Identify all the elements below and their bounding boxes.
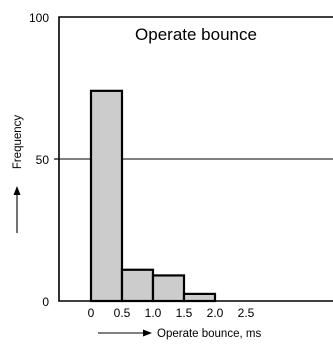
x-tick-label-0: 0 <box>88 306 95 320</box>
histogram-bar-2 <box>151 274 186 303</box>
histogram-bar-1 <box>120 268 155 303</box>
x-tick-label-0.5: 0.5 <box>114 306 131 320</box>
y-axis-label: Frequency <box>12 115 24 170</box>
x-axis-label: Operate bounce, ms <box>157 328 261 340</box>
y-tick-label-100: 100 <box>29 11 49 25</box>
y-axis-arrow-head-icon <box>13 186 21 195</box>
histogram-bar-3 <box>182 292 217 303</box>
y-tick-label-50: 50 <box>36 153 50 167</box>
x-tick-label-2.0: 2.0 <box>207 306 224 320</box>
x-axis-arrow-head-icon <box>143 329 152 337</box>
histogram-bars <box>89 89 217 303</box>
x-tick-label-1.5: 1.5 <box>176 306 193 320</box>
chart-title: Operate bounce <box>135 25 257 44</box>
x-tick-label-1.0: 1.0 <box>145 306 162 320</box>
histogram-bar-0 <box>89 89 124 303</box>
x-tick-label-2.5: 2.5 <box>238 306 255 320</box>
y-tick-label-0: 0 <box>42 295 49 309</box>
